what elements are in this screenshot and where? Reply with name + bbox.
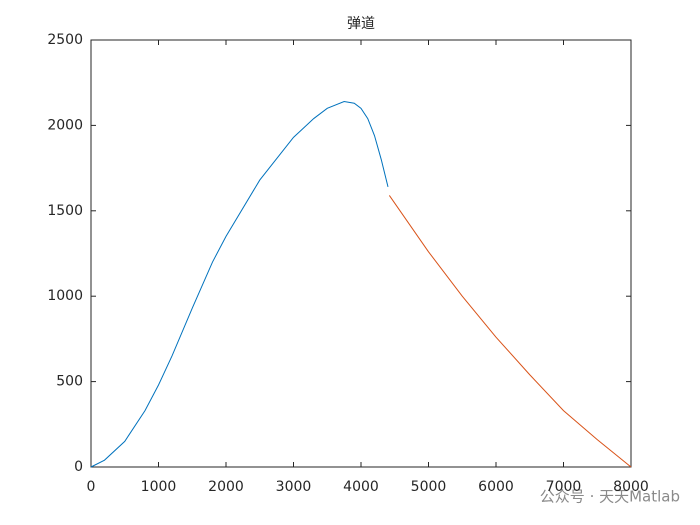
chart-title: 弹道 — [347, 16, 375, 32]
x-tick-label: 1000 — [141, 479, 177, 495]
x-tick-label: 7000 — [546, 479, 582, 495]
x-tick-label: 5000 — [411, 479, 447, 495]
y-tick-label: 0 — [74, 459, 83, 475]
x-tick-label: 6000 — [478, 479, 514, 495]
x-tick-label: 8000 — [613, 479, 649, 495]
y-tick-label: 1500 — [47, 203, 83, 219]
y-tick-label: 2000 — [47, 117, 83, 133]
watermark: 公众号 · 天天Matlab — [540, 488, 680, 506]
x-tick-label: 3000 — [276, 479, 312, 495]
series-line — [90, 100, 389, 468]
y-tick-label: 2500 — [47, 32, 83, 48]
x-tick-label: 2000 — [208, 479, 244, 495]
x-tick-label: 4000 — [343, 479, 379, 495]
axes-box — [90, 39, 632, 468]
y-tick-label: 1000 — [47, 288, 83, 304]
series-line — [388, 195, 632, 468]
x-tick-label: 0 — [87, 479, 96, 495]
y-tick-label: 500 — [56, 374, 83, 390]
